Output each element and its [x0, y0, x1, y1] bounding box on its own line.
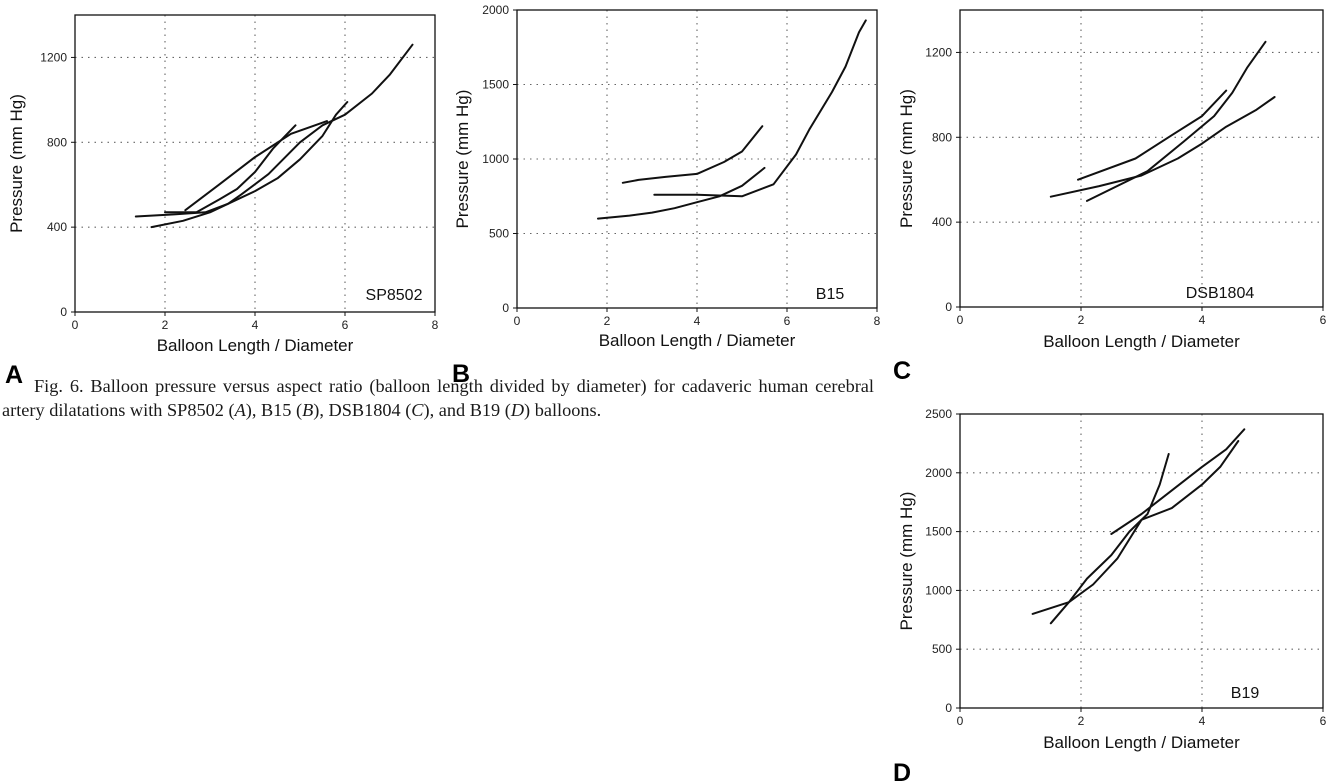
y-tick-label: 800: [932, 130, 952, 144]
series-line-2: [1077, 89, 1228, 181]
x-axis-label: Balloon Length / Diameter: [1043, 332, 1240, 351]
series-line-4: [184, 120, 328, 212]
y-tick-label: 0: [502, 301, 509, 315]
caption-text-3: ), DSB1804 (: [313, 400, 412, 420]
series-line-3: [653, 19, 867, 198]
balloon-label: B19: [1231, 685, 1260, 702]
x-tick-label: 8: [874, 314, 881, 328]
balloon-label: B15: [816, 286, 845, 303]
y-tick-label: 1500: [925, 525, 952, 539]
plot-frame: [959, 9, 1324, 308]
series-line-2: [1049, 453, 1170, 625]
caption-prefix: Fig. 6.: [34, 376, 84, 396]
series-line-3: [1086, 40, 1267, 202]
x-axis-label: Balloon Length / Diameter: [157, 336, 354, 355]
x-tick-label: 2: [1078, 714, 1085, 728]
series-line-3: [164, 124, 297, 214]
caption-text-1: Balloon pressure versus aspect ratio (ba…: [2, 376, 874, 420]
y-tick-label: 400: [932, 215, 952, 229]
series-line-1: [1031, 440, 1240, 615]
x-tick-label: 2: [162, 318, 169, 332]
x-tick-label: 0: [72, 318, 79, 332]
caption-text-4: ), and B19 (: [423, 400, 511, 420]
y-tick-label: 1000: [482, 152, 509, 166]
caption-panel-c: C: [411, 400, 424, 420]
balloon-label: DSB1804: [1186, 285, 1255, 302]
y-tick-label: 0: [945, 300, 952, 314]
y-tick-label: 400: [47, 220, 67, 234]
y-tick-label: 1200: [925, 45, 952, 59]
x-tick-label: 6: [1320, 714, 1327, 728]
x-tick-label: 0: [957, 313, 964, 327]
panel-letter: B: [452, 360, 470, 388]
x-tick-label: 0: [514, 314, 521, 328]
x-tick-label: 4: [694, 314, 701, 328]
x-tick-label: 2: [1078, 313, 1085, 327]
series-line-1: [1049, 96, 1276, 198]
panel-b: 0 2 4 6 8 0 500 1000 1500 2000 Balloon Length / Di…: [452, 3, 881, 388]
x-tick-label: 6: [342, 318, 349, 332]
caption-text-2: ), B15 (: [245, 400, 303, 420]
x-tick-label: 4: [1199, 313, 1206, 327]
panel-c: 0 2 4 6 0 400 800 1200 Balloon Length / Diameter…: [893, 9, 1327, 385]
x-axis-label: Balloon Length / Diameter: [599, 331, 796, 350]
x-tick-label: 6: [1320, 313, 1327, 327]
y-tick-label: 2000: [925, 466, 952, 480]
plot-frame: [74, 14, 436, 313]
x-tick-label: 0: [957, 714, 964, 728]
y-tick-label: 2000: [482, 3, 509, 17]
y-axis-label: Pressure (mm Hg): [897, 89, 916, 228]
panel-letter: D: [893, 759, 911, 784]
y-tick-label: 1000: [925, 583, 952, 597]
x-tick-label: 8: [432, 318, 439, 332]
caption-panel-d: D: [510, 400, 525, 420]
panel-letter: A: [5, 361, 23, 389]
x-tick-label: 6: [784, 314, 791, 328]
y-axis-label: Pressure (mm Hg): [7, 94, 26, 233]
panel-letter: C: [893, 357, 911, 385]
caption-panel-b: B: [302, 400, 314, 420]
x-tick-label: 4: [1199, 714, 1206, 728]
series-line-1: [134, 43, 414, 218]
panel-a: 0 2 4 6 8 0 400 800 1200 Balloon Length / Diamete…: [5, 14, 439, 389]
y-tick-label: 0: [945, 701, 952, 715]
y-tick-label: 1500: [482, 78, 509, 92]
series-line-2: [150, 101, 349, 229]
y-tick-label: 500: [489, 227, 509, 241]
series-line-1: [621, 125, 764, 184]
x-tick-label: 4: [252, 318, 259, 332]
x-axis-label: Balloon Length / Diameter: [1043, 733, 1240, 752]
y-tick-label: 800: [47, 135, 67, 149]
series-line-2: [597, 166, 766, 220]
y-tick-label: 1200: [40, 50, 67, 64]
caption-panel-a: A: [234, 400, 246, 420]
y-axis-label: Pressure (mm Hg): [897, 492, 916, 631]
y-axis-label: Pressure (mm Hg): [453, 90, 472, 229]
y-tick-label: 500: [932, 642, 952, 656]
figure-caption: Fig. 6. Balloon pressure versus aspect r…: [2, 374, 874, 422]
y-tick-label: 0: [60, 305, 67, 319]
balloon-label: SP8502: [366, 287, 423, 304]
x-tick-label: 2: [604, 314, 611, 328]
panel-d: 0 2 4 6 0 500 1000 1500 2000 2500 Balloon Length /…: [893, 407, 1327, 784]
y-tick-label: 2500: [925, 407, 952, 421]
caption-text-5: ) balloons.: [524, 400, 602, 420]
plot-frame: [959, 413, 1324, 709]
series-line-3: [1110, 428, 1246, 535]
